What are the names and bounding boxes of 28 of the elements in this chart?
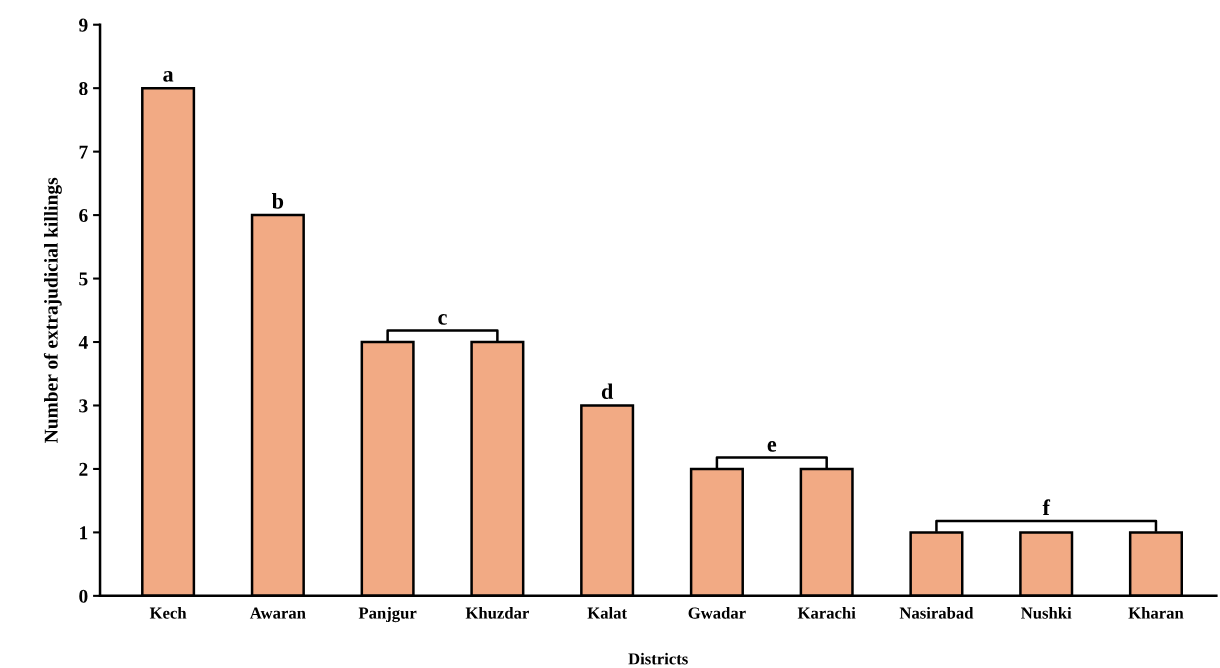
x-tick-label: Karachi xyxy=(797,606,856,619)
x-tick-label: Awaran xyxy=(249,607,306,619)
x-tick-label: Khuzdar xyxy=(465,606,529,619)
annotation: a xyxy=(163,71,174,82)
x-tick-label: Panjgur xyxy=(358,606,417,623)
annotation: f xyxy=(1042,499,1051,515)
x-tick-label: Kech xyxy=(149,606,187,619)
y-tick-label: 6 xyxy=(79,208,88,223)
x-axis-title: Districts xyxy=(628,652,688,665)
y-tick-label: 4 xyxy=(78,335,88,349)
y-tick-label: 2 xyxy=(79,462,88,476)
x-tick-label: Nasirabad xyxy=(899,606,974,619)
annotation: c xyxy=(438,314,447,325)
y-tick-label: 7 xyxy=(79,145,88,159)
x-tick-label: Gwadar xyxy=(688,606,746,619)
y-tick-label: 8 xyxy=(79,81,88,96)
annotation: d xyxy=(601,383,614,400)
y-tick-label: 1 xyxy=(80,526,88,540)
annotation: e xyxy=(767,441,777,452)
x-tick-label: Nushki xyxy=(1021,606,1072,619)
y-axis-title: Number of extrajudicial killings xyxy=(43,177,62,443)
y-tick-label: 3 xyxy=(79,399,88,413)
x-tick-label: Kalat xyxy=(587,606,627,619)
y-tick-label: 5 xyxy=(79,272,88,286)
y-tick-label: 0 xyxy=(79,589,88,603)
annotation: b xyxy=(271,193,284,209)
x-tick-label: Kharan xyxy=(1128,606,1184,619)
y-tick-label: 9 xyxy=(79,18,88,32)
